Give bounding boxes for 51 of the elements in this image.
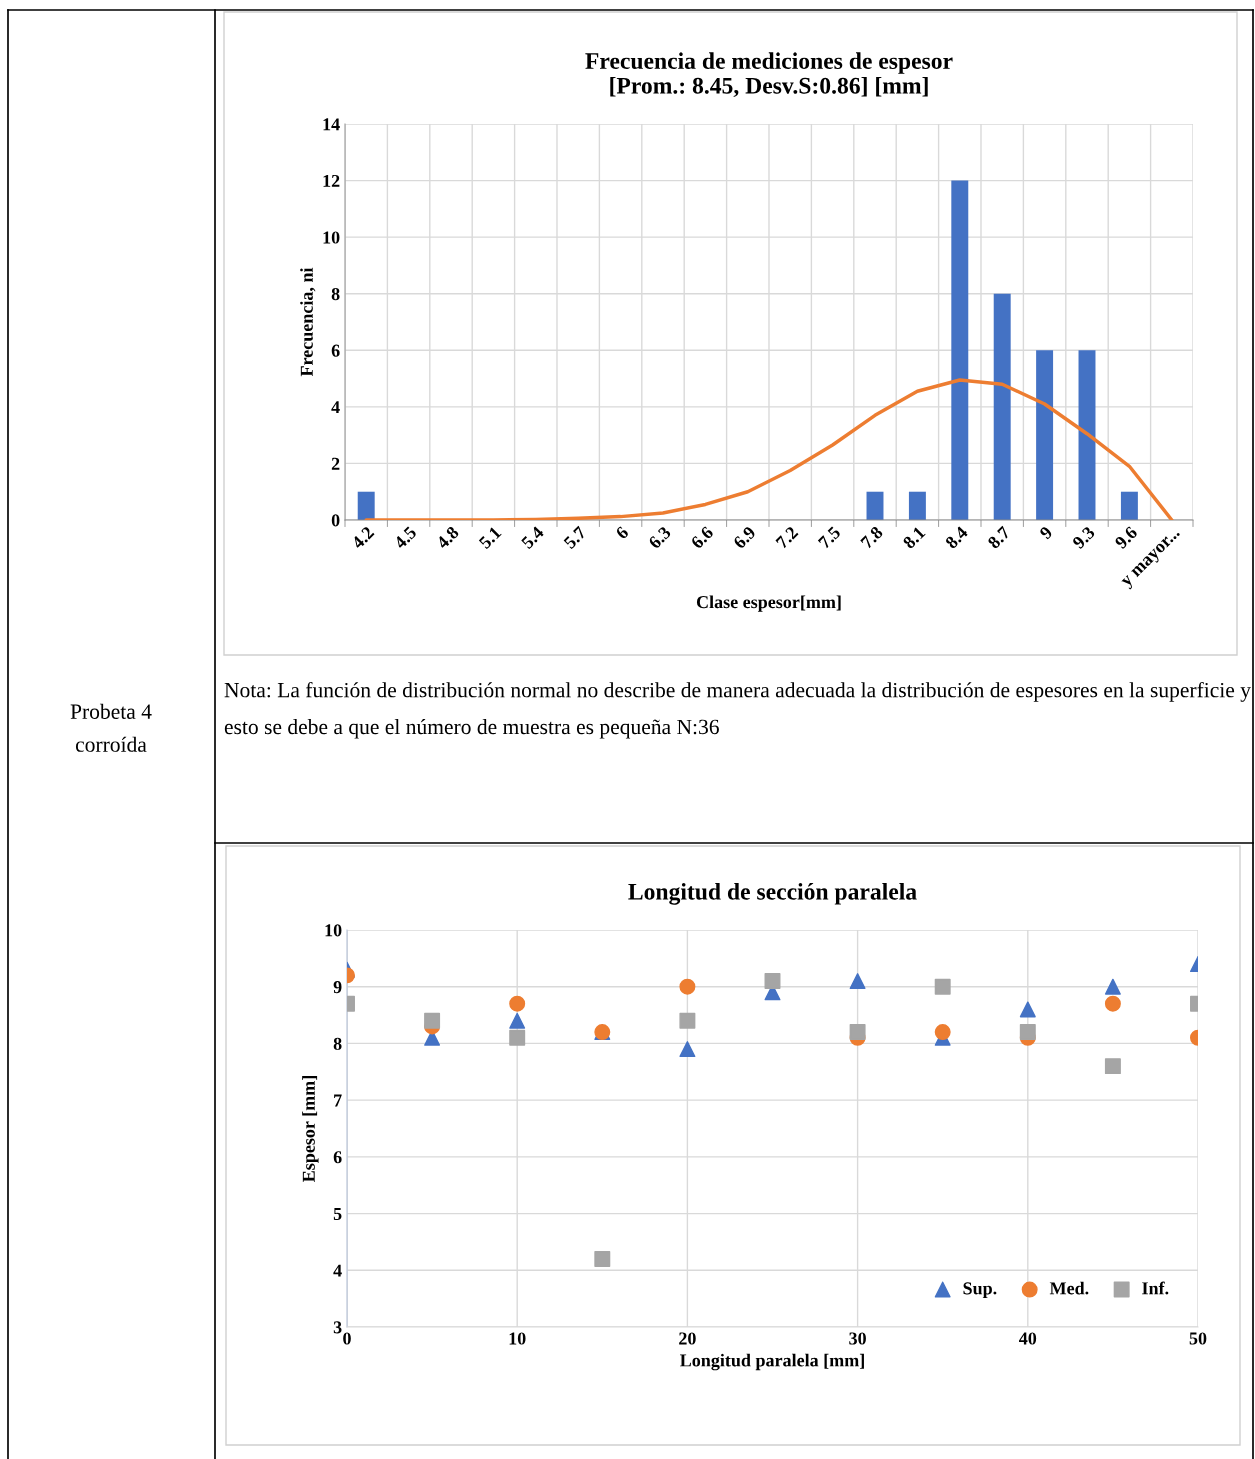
- x-tick-label: 4.5: [393, 525, 418, 550]
- x-tick-label: 40: [1019, 1332, 1037, 1345]
- x-tick-label: 5.4: [520, 525, 545, 550]
- y-tick-label: 7: [334, 1094, 342, 1107]
- x-tick-label: 6.9: [732, 525, 757, 550]
- chart-title: Frecuencia de mediciones de espesor [Prom.: 8.45, Desv.S:0.86] [mm]: [585, 52, 953, 98]
- x-tick-label: 8.4: [944, 525, 969, 550]
- x-tick-label: 20: [679, 1332, 696, 1345]
- y-tick-label: 10: [323, 231, 340, 244]
- y-axis-title: Frecuencia, ni: [300, 267, 316, 377]
- x-tick-label: 7.8: [860, 525, 884, 550]
- y-tick-label: 12: [323, 174, 340, 187]
- x-axis-title: Longitud paralela [mm]: [680, 1353, 864, 1371]
- x-tick-label: 9.3: [1071, 525, 1096, 550]
- x-tick-label: 7.5: [817, 525, 842, 550]
- y-tick-label: 8: [333, 1037, 342, 1050]
- x-tick-label: 4.2: [350, 525, 375, 550]
- x-tick-label: 7.2: [775, 525, 799, 550]
- legend-label: Med.: [1049, 1281, 1089, 1295]
- x-tick-label: 30: [849, 1332, 866, 1345]
- x-tick-label: 50: [1189, 1332, 1207, 1345]
- x-tick-label: 5.7: [563, 525, 587, 550]
- x-tick-label: 4.8: [435, 525, 460, 550]
- x-tick-label: 6: [615, 525, 630, 540]
- y-tick-label: 2: [331, 457, 340, 470]
- x-tick-label: 0: [343, 1332, 351, 1345]
- y-tick-label: 8: [331, 287, 340, 301]
- x-tick-label: 5.1: [478, 525, 502, 550]
- x-tick-label: 6.3: [647, 525, 672, 550]
- legend-label: Sup.: [963, 1282, 997, 1299]
- x-tick-label: 6.6: [690, 525, 715, 550]
- y-tick-label: 10: [325, 924, 342, 937]
- y-tick-label: 6: [333, 1151, 342, 1164]
- y-tick-label: 6: [331, 344, 340, 357]
- x-axis-title: Clase espesor[mm]: [696, 595, 841, 612]
- text: Nota: La función de distribución normal no describe de manera adecuada la distribución de espesores en la superficie y esto se debe a que el número de muestra es pequeña N:36: [224, 682, 1251, 739]
- text: Probeta 4 corroída: [70, 703, 152, 752]
- chart-title: Longitud de sección paralela: [628, 883, 917, 905]
- y-tick-label: 5: [333, 1208, 342, 1221]
- x-tick-label: 8.1: [902, 525, 926, 550]
- y-tick-label: 3: [333, 1321, 342, 1334]
- y-tick-label: 9: [333, 981, 342, 994]
- y-tick-label: 4: [333, 1264, 342, 1277]
- y-tick-label: 0: [331, 514, 340, 527]
- y-tick-label: 4: [331, 401, 340, 414]
- y-tick-label: 14: [323, 118, 340, 131]
- y-axis-title: Espesor [mm]: [302, 1076, 319, 1182]
- x-tick-label: 8.7: [987, 525, 1011, 550]
- x-tick-label: 9: [1038, 525, 1054, 540]
- legend-label: Inf.: [1142, 1281, 1169, 1295]
- x-tick-label: 10: [509, 1332, 526, 1345]
